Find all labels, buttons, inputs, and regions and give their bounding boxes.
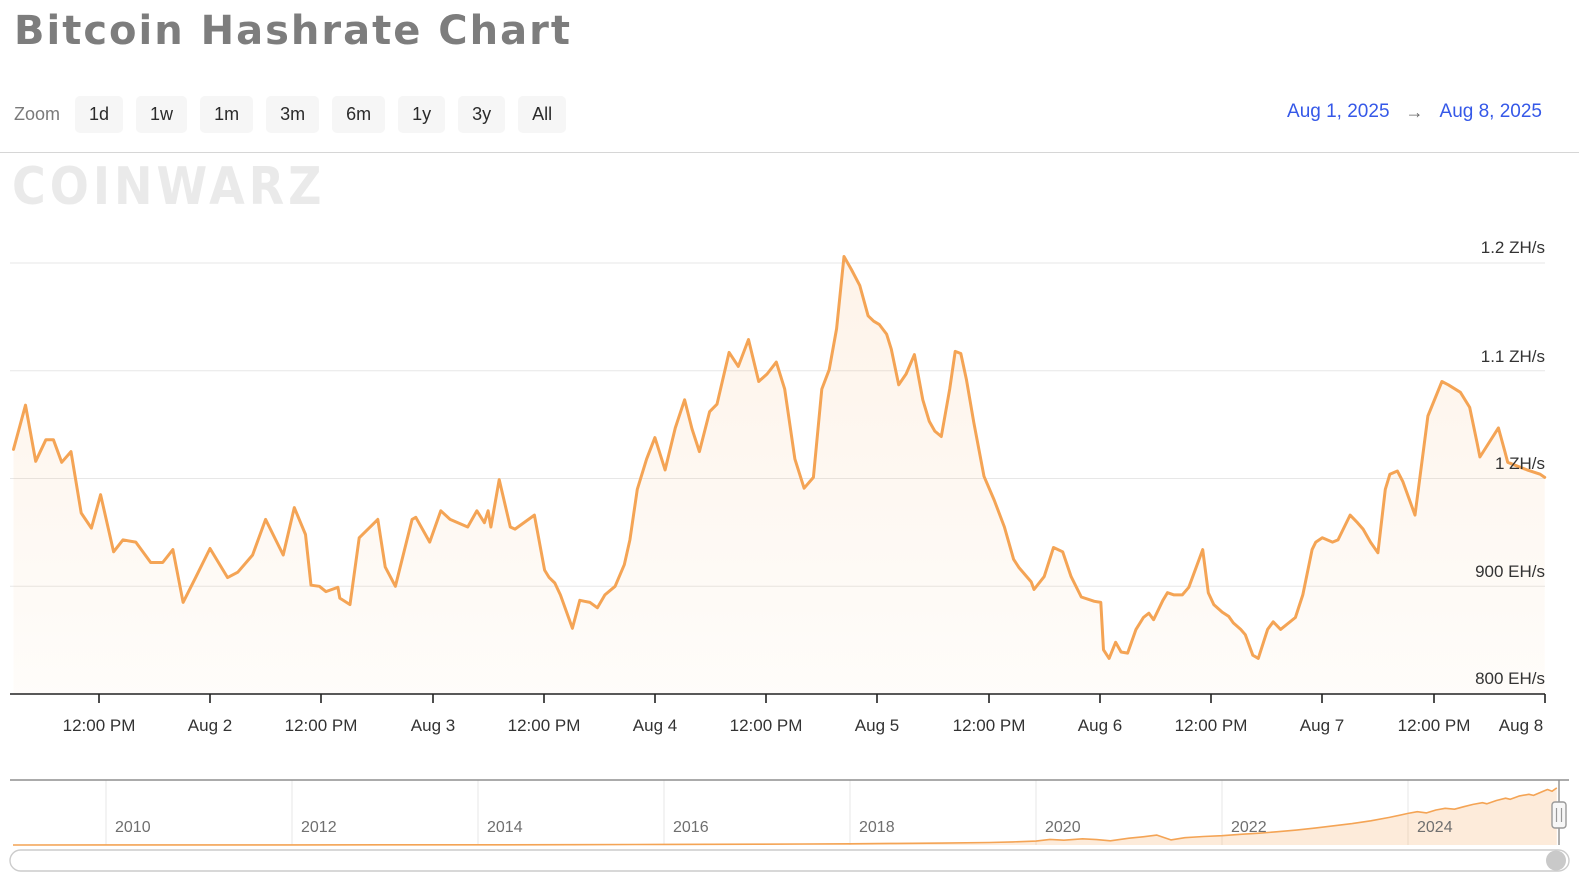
arrow-right-icon: → (1405, 101, 1424, 122)
navigator-year-label: 2024 (1417, 819, 1453, 836)
x-axis-label: 12:00 PM (62, 716, 136, 735)
plot-area[interactable] (10, 230, 1545, 694)
x-axis-label: Aug 4 (632, 716, 678, 735)
x-axis-label: 12:00 PM (1174, 716, 1248, 735)
zoom-button-1m[interactable]: 1m (200, 96, 254, 133)
y-axis-label: 1 ZH/s (1494, 454, 1545, 473)
navigator-year-label: 2022 (1231, 819, 1267, 836)
x-axis-label: Aug 8 (1498, 716, 1544, 735)
x-axis-label: Aug 3 (410, 716, 456, 735)
zoom-button-all[interactable]: All (518, 96, 567, 133)
y-axis-label: 1.2 ZH/s (1480, 238, 1545, 257)
zoom-button-6m[interactable]: 6m (332, 96, 386, 133)
range-end-date[interactable]: Aug 8, 2025 (1439, 101, 1542, 122)
y-axis-label: 1.1 ZH/s (1480, 347, 1545, 366)
navigator-year-label: 2012 (301, 819, 337, 836)
page-title: Bitcoin Hashrate Chart (14, 8, 572, 54)
navigator-year-label: 2018 (859, 819, 895, 836)
range-selector-toolbar: Zoom 1d 1w 1m 3m 6m 1y 3y All (14, 96, 567, 133)
zoom-button-3m[interactable]: 3m (266, 96, 320, 133)
y-axis-label: 900 EH/s (1475, 562, 1545, 581)
x-axis-label: 12:00 PM (729, 716, 803, 735)
zoom-button-1d[interactable]: 1d (75, 96, 124, 133)
navigator-year-label: 2016 (673, 819, 709, 836)
navigator-area-fill (13, 787, 1557, 845)
navigator-year-label: 2014 (487, 819, 523, 836)
hashrate-series-line (12, 255, 1547, 660)
scrollbar-track[interactable] (9, 849, 1570, 872)
y-axis-label: 800 EH/s (1475, 669, 1545, 688)
x-axis-label: 12:00 PM (952, 716, 1026, 735)
zoom-button-3y[interactable]: 3y (458, 96, 506, 133)
zoom-button-1w[interactable]: 1w (136, 96, 188, 133)
zoom-label: Zoom (14, 104, 61, 124)
divider (0, 152, 1579, 153)
x-axis-label: 12:00 PM (507, 716, 581, 735)
x-axis-label: Aug 5 (854, 716, 900, 735)
x-axis-label: Aug 2 (187, 716, 233, 735)
navigator-handle[interactable] (1551, 801, 1567, 829)
navigator-series-line (12, 787, 1558, 846)
x-axis-label: 12:00 PM (284, 716, 358, 735)
date-range: Aug 1, 2025 → Aug 8, 2025 (1287, 101, 1542, 123)
x-axis-label: Aug 6 (1077, 716, 1123, 735)
x-axis-label: Aug 7 (1299, 716, 1345, 735)
range-start-date[interactable]: Aug 1, 2025 (1287, 101, 1390, 122)
coinwarz-logo: COINWARZ (12, 156, 326, 217)
navigator-year-label: 2010 (115, 819, 151, 836)
navigator-year-label: 2020 (1045, 819, 1081, 836)
scrollbar-thumb[interactable] (1546, 850, 1566, 871)
x-axis-label: 12:00 PM (1397, 716, 1471, 735)
zoom-button-1y[interactable]: 1y (398, 96, 446, 133)
